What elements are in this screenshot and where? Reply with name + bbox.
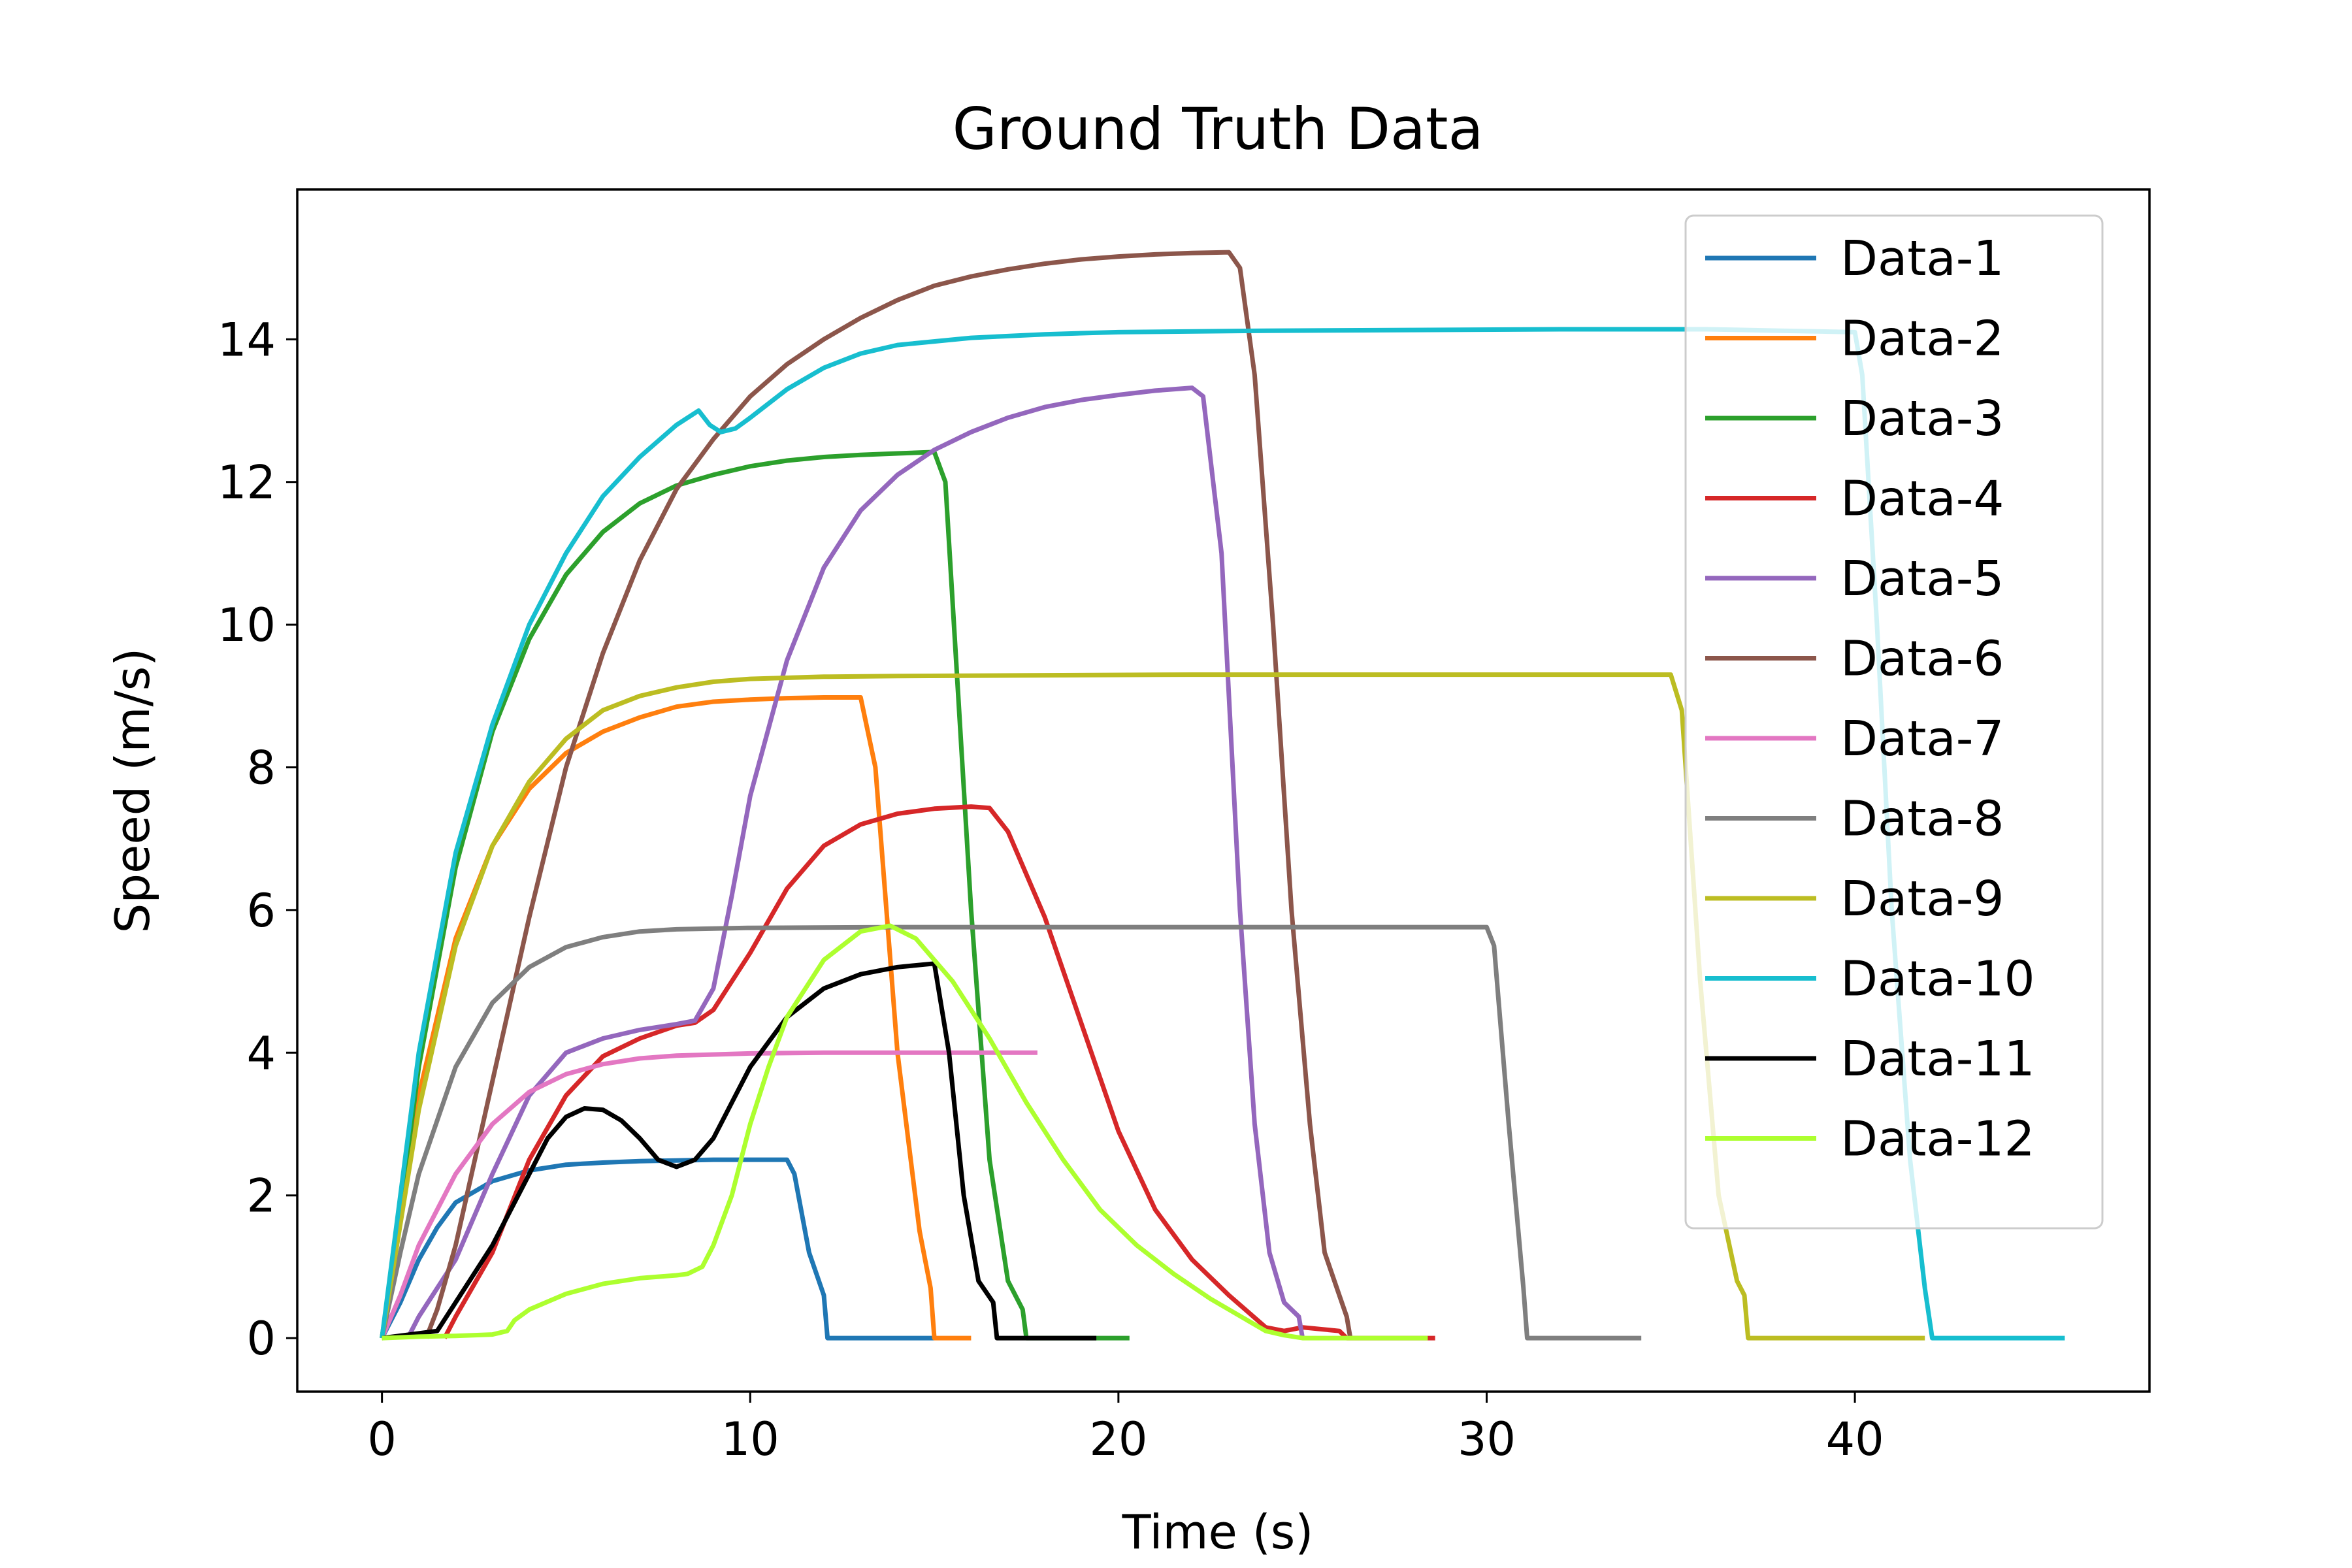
- y-tick-label: 12: [218, 456, 276, 510]
- legend-label: Data-9: [1840, 871, 2004, 927]
- series-line-7: [380, 1050, 1037, 1339]
- legend-label: Data-8: [1840, 791, 2004, 847]
- x-axis-label: Time (s): [1122, 1505, 1314, 1560]
- legend-label: Data-1: [1840, 231, 2004, 287]
- x-tick-label: 0: [367, 1413, 397, 1466]
- series-line-12: [382, 923, 1428, 1341]
- y-tick-label: 6: [246, 884, 276, 938]
- series-line-4: [442, 804, 1435, 1341]
- legend-label: Data-6: [1840, 631, 2004, 687]
- series-line-5: [405, 385, 1305, 1339]
- legend-label: Data-5: [1840, 551, 2004, 607]
- chart-title: Ground Truth Data: [953, 95, 1484, 163]
- series-line-11: [382, 961, 1097, 1341]
- legend-label: Data-11: [1840, 1031, 2035, 1087]
- x-axis: 0 10 20 30 40: [367, 1392, 1884, 1466]
- y-axis-label: Speed (m/s): [105, 648, 160, 934]
- legend-label: Data-12: [1840, 1111, 2035, 1168]
- legend-box: [1684, 214, 2104, 1230]
- legend-label: Data-7: [1840, 711, 2004, 767]
- y-tick-label: 0: [246, 1312, 276, 1365]
- y-axis: 0 2 4 6 8 10 12 14: [218, 313, 297, 1365]
- legend-label: Data-2: [1840, 311, 2004, 367]
- y-tick-label: 10: [218, 598, 276, 652]
- x-tick-label: 30: [1458, 1413, 1516, 1466]
- series-line-8: [380, 924, 1642, 1341]
- legend: Data-1 Data-2 Data-3 Data-4 Data-5 Data-6 Data…: [1684, 214, 2104, 1230]
- x-tick-label: 20: [1089, 1413, 1147, 1466]
- y-tick-label: 2: [246, 1169, 276, 1223]
- series-line-1: [380, 1157, 935, 1341]
- plot-frame: [296, 188, 2151, 1393]
- y-tick-label: 4: [246, 1026, 276, 1080]
- x-tick-label: 40: [1826, 1413, 1884, 1466]
- x-tick-label: 10: [721, 1413, 779, 1466]
- legend-label: Data-4: [1840, 471, 2004, 527]
- legend-label: Data-10: [1840, 951, 2035, 1007]
- y-tick-label: 8: [246, 742, 276, 795]
- series-line-3: [380, 449, 1130, 1341]
- y-tick-label: 14: [218, 313, 276, 367]
- legend-label: Data-3: [1840, 391, 2004, 447]
